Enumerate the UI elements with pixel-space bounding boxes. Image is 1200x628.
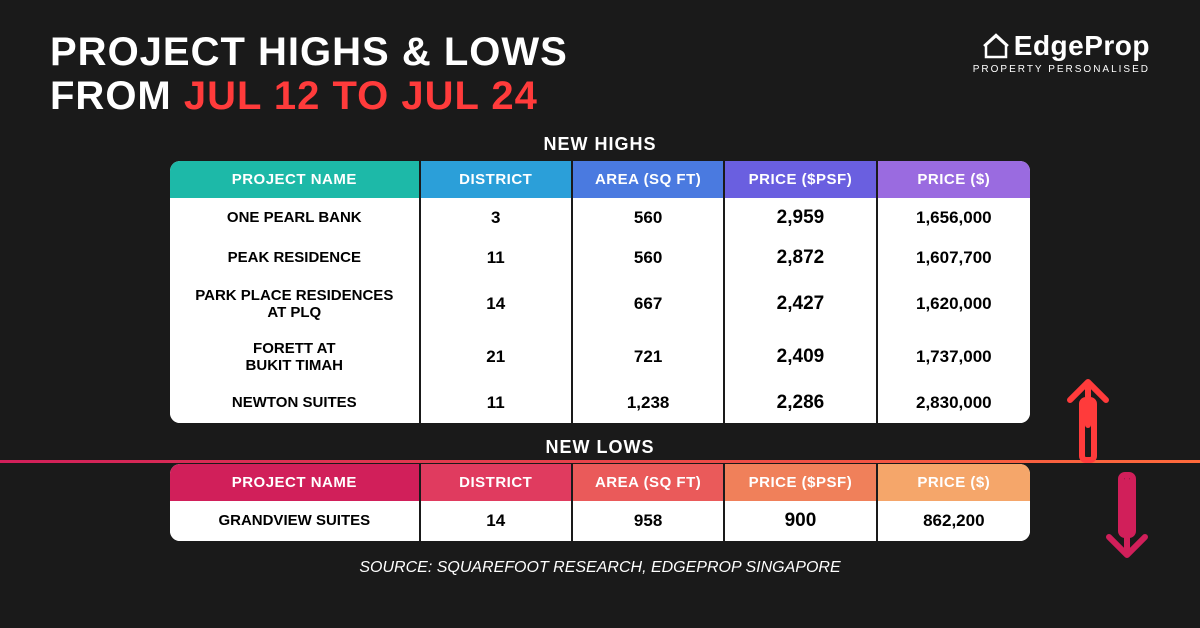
column-header-district: DISTRICT [421,464,573,501]
table-row: ONE PEARL BANK35602,9591,656,000 [170,198,1030,238]
cell-area: 1,238 [573,383,725,423]
cell-district: 3 [421,198,573,238]
lows-section-label: NEW LOWS [0,437,1200,458]
source-attribution: SOURCE: SQUAREFOOT RESEARCH, EDGEPROP SI… [0,559,1200,577]
cell-name: ONE PEARL BANK [170,198,421,238]
column-header-name: PROJECT NAME [170,161,421,198]
cell-price: 1,737,000 [878,331,1030,384]
title-line-1: PROJECT HIGHS & LOWS [50,30,568,74]
column-header-name: PROJECT NAME [170,464,421,501]
cell-name: PEAK RESIDENCE [170,238,421,278]
cell-district: 11 [421,238,573,278]
column-header-psf: PRICE ($PSF) [725,161,877,198]
cell-price: 1,620,000 [878,278,1030,331]
table-row: PARK PLACE RESIDENCESAT PLQ146672,4271,6… [170,278,1030,331]
cell-name: PARK PLACE RESIDENCESAT PLQ [170,278,421,331]
cell-area: 560 [573,238,725,278]
cell-psf: 2,427 [725,278,877,331]
cell-district: 14 [421,501,573,541]
title-date-range: JUL 12 TO JUL 24 [184,74,538,118]
column-header-price: PRICE ($) [878,464,1030,501]
cell-area: 560 [573,198,725,238]
title-line-2: FROM JUL 12 TO JUL 24 [50,74,568,118]
cell-price: 2,830,000 [878,383,1030,423]
column-header-area: AREA (SQ FT) [573,161,725,198]
cell-area: 667 [573,278,725,331]
column-header-price: PRICE ($) [878,161,1030,198]
title-prefix: FROM [50,74,184,118]
table-row: NEWTON SUITES111,2382,2862,830,000 [170,383,1030,423]
cell-area: 721 [573,331,725,384]
column-header-psf: PRICE ($PSF) [725,464,877,501]
cell-price: 1,656,000 [878,198,1030,238]
table-row: GRANDVIEW SUITES14958900862,200 [170,501,1030,541]
table-row: FORETT ATBUKIT TIMAH217212,4091,737,000 [170,331,1030,384]
column-header-area: AREA (SQ FT) [573,464,725,501]
brand-logo: EdgeProp PROPERTY PERSONALISED [973,30,1150,75]
cell-name: NEWTON SUITES [170,383,421,423]
cell-district: 11 [421,383,573,423]
logo-tagline: PROPERTY PERSONALISED [973,64,1150,75]
cell-psf: 2,959 [725,198,877,238]
page-title: PROJECT HIGHS & LOWS FROM JUL 12 TO JUL … [50,30,568,118]
up-down-arrows-icon [1060,370,1155,575]
highs-table: PROJECT NAMEDISTRICTAREA (SQ FT)PRICE ($… [170,161,1030,423]
cell-psf: 900 [725,501,877,541]
column-header-district: DISTRICT [421,161,573,198]
logo-text: EdgeProp [1014,30,1150,62]
table-row: PEAK RESIDENCE115602,8721,607,700 [170,238,1030,278]
cell-psf: 2,409 [725,331,877,384]
lows-table: PROJECT NAMEDISTRICTAREA (SQ FT)PRICE ($… [170,464,1030,541]
cell-district: 14 [421,278,573,331]
cell-name: GRANDVIEW SUITES [170,501,421,541]
cell-price: 1,607,700 [878,238,1030,278]
cell-district: 21 [421,331,573,384]
cell-psf: 2,872 [725,238,877,278]
cell-name: FORETT ATBUKIT TIMAH [170,331,421,384]
highs-section-label: NEW HIGHS [0,134,1200,155]
cell-psf: 2,286 [725,383,877,423]
cell-price: 862,200 [878,501,1030,541]
cell-area: 958 [573,501,725,541]
house-icon [982,33,1010,59]
